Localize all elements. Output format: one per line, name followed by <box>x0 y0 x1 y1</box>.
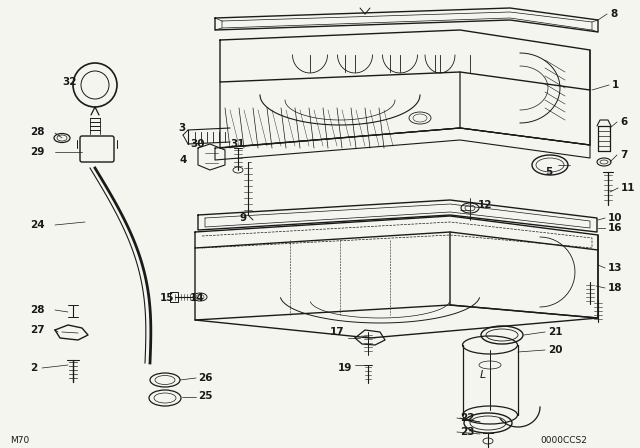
Text: 6: 6 <box>620 117 627 127</box>
Text: 11: 11 <box>621 183 636 193</box>
Text: 3: 3 <box>178 123 185 133</box>
Text: L: L <box>480 370 486 380</box>
Text: 32: 32 <box>62 77 77 87</box>
Text: 0000CCS2: 0000CCS2 <box>540 435 587 444</box>
Text: 19: 19 <box>338 363 353 373</box>
Text: 2: 2 <box>30 363 37 373</box>
Text: 12: 12 <box>478 200 493 210</box>
Text: 8: 8 <box>610 9 617 19</box>
Text: 15: 15 <box>160 293 175 303</box>
Text: 9: 9 <box>240 213 247 223</box>
Text: 5: 5 <box>545 167 552 177</box>
Text: 10: 10 <box>608 213 623 223</box>
Text: 24: 24 <box>30 220 45 230</box>
Text: 18: 18 <box>608 283 623 293</box>
Text: 4: 4 <box>180 155 188 165</box>
Text: 17: 17 <box>330 327 344 337</box>
Text: M70: M70 <box>10 435 29 444</box>
Text: 22: 22 <box>460 413 474 423</box>
Text: 30: 30 <box>190 139 205 149</box>
Text: 16: 16 <box>608 223 623 233</box>
Text: 28: 28 <box>30 127 45 137</box>
Text: 31: 31 <box>230 139 244 149</box>
Text: 14: 14 <box>190 293 205 303</box>
Text: 1: 1 <box>612 80 620 90</box>
Text: 28: 28 <box>30 305 45 315</box>
Text: 27: 27 <box>30 325 45 335</box>
Text: 21: 21 <box>548 327 563 337</box>
Text: 25: 25 <box>198 391 212 401</box>
Text: 23: 23 <box>460 427 474 437</box>
Text: 7: 7 <box>620 150 627 160</box>
Text: 20: 20 <box>548 345 563 355</box>
Text: 13: 13 <box>608 263 623 273</box>
Text: 26: 26 <box>198 373 212 383</box>
Text: 29: 29 <box>30 147 44 157</box>
